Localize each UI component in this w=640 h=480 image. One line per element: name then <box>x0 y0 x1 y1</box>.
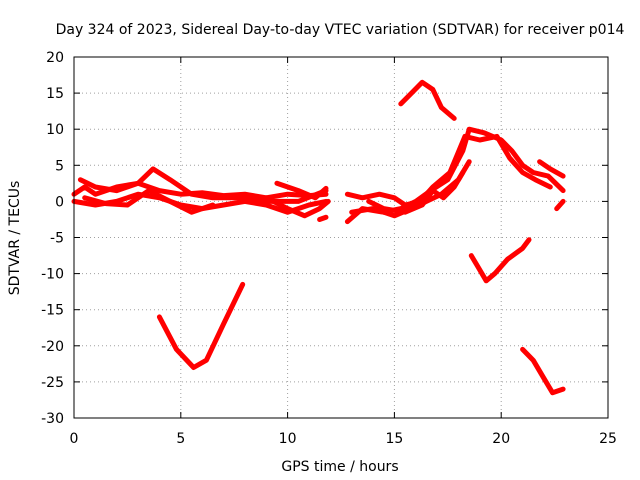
series-line-track-6 <box>274 180 329 201</box>
x-tick-label: 25 <box>599 431 617 447</box>
y-tick-label: -15 <box>41 303 64 319</box>
series-line-track-14 <box>398 79 457 121</box>
series-line-track-5 <box>263 195 331 219</box>
series-line-track-10 <box>344 133 553 208</box>
y-tick-label: 10 <box>46 122 64 138</box>
x-tick-label: 0 <box>70 431 79 447</box>
x-axis-ticks: 0 5 10 15 20 25 <box>70 57 617 447</box>
y-tick-label: 15 <box>46 86 64 102</box>
y-tick-label: -20 <box>41 339 64 355</box>
x-tick-label: 5 <box>176 431 185 447</box>
x-tick-label: 15 <box>385 431 403 447</box>
chart-title: Day 324 of 2023, Sidereal Day-to-day VTE… <box>56 22 625 38</box>
x-tick-label: 10 <box>279 431 297 447</box>
y-tick-label: 5 <box>55 158 64 174</box>
y-axis-ticks: -30 -25 -20 -15 -10 -5 0 5 10 15 20 <box>41 50 608 427</box>
series-line-track-15 <box>468 237 532 284</box>
series-line-track-8 <box>156 281 246 370</box>
x-tick-label: 20 <box>492 431 510 447</box>
series-line-track-16 <box>520 346 566 396</box>
y-tick-label: -10 <box>41 267 64 283</box>
plot-frame <box>73 56 609 419</box>
series-line-track-12 <box>366 170 466 215</box>
y-tick-label: -5 <box>50 231 64 247</box>
series-line-track-4 <box>82 188 216 215</box>
y-tick-label: 0 <box>55 194 64 210</box>
x-axis-label: GPS time / hours <box>281 459 398 475</box>
series-line-track-7 <box>317 214 329 222</box>
y-tick-label: 20 <box>46 50 64 66</box>
data-series <box>71 79 566 396</box>
y-tick-label: -30 <box>41 411 64 427</box>
y-axis-label: SDTVAR / TECUs <box>7 181 23 296</box>
y-tick-label: -25 <box>41 375 64 391</box>
series-line-track-13 <box>537 159 566 179</box>
series-line-track-17 <box>554 198 566 212</box>
